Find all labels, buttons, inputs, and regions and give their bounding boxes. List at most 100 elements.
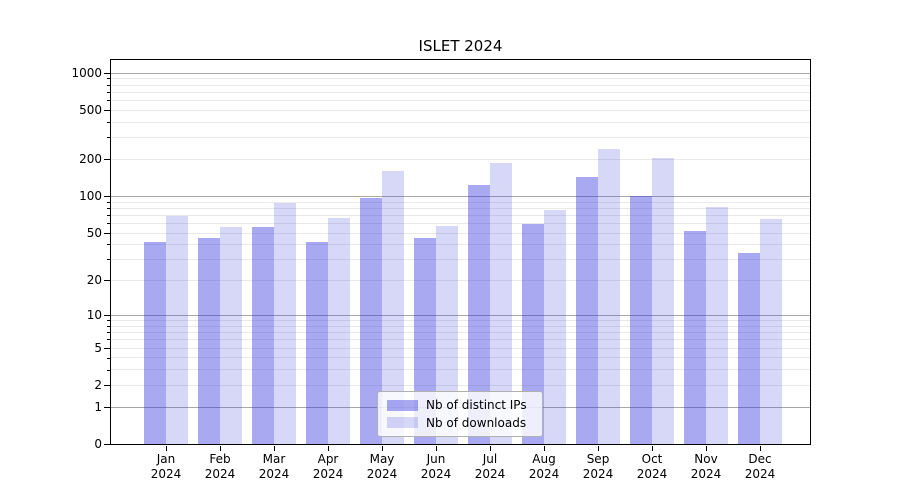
gridline-minor-3 xyxy=(111,369,810,371)
y-minor-tick-3 xyxy=(107,369,110,371)
bar-nb-of-downloads-may xyxy=(382,170,404,444)
bar-nb-of-distinct-ips-mar xyxy=(252,226,274,444)
gridline-minor-30 xyxy=(111,259,810,261)
y-tick-label-1: 1 xyxy=(94,399,102,414)
bar-nb-of-downloads-oct xyxy=(652,158,674,444)
plot-area: Nb of distinct IPs Nb of downloads xyxy=(110,59,811,445)
gridline-minor-5 xyxy=(111,347,810,349)
x-tick-label-jul: Jul 2024 xyxy=(474,452,506,481)
gridline-minor-600 xyxy=(111,100,810,102)
x-tick-jul xyxy=(490,446,491,451)
y-tick-200 xyxy=(104,158,110,160)
gridline-minor-2 xyxy=(111,384,810,386)
y-tick-label-500: 500 xyxy=(79,102,102,117)
x-tick-nov xyxy=(706,446,707,451)
bar-nb-of-downloads-apr xyxy=(328,218,350,444)
y-tick-0 xyxy=(104,444,110,445)
y-minor-tick-90 xyxy=(107,201,110,203)
legend-entry-downloads: Nb of downloads xyxy=(387,416,533,430)
y-tick-1000 xyxy=(104,72,110,74)
bar-nb-of-downloads-dec xyxy=(760,218,782,444)
x-tick-jan xyxy=(166,446,167,451)
x-tick-label-sep: Sep 2024 xyxy=(582,452,614,481)
y-tick-label-100: 100 xyxy=(79,188,102,203)
y-tick-label-2: 2 xyxy=(94,377,102,392)
bar-nb-of-distinct-ips-jan xyxy=(144,241,166,444)
gridline-major-100 xyxy=(111,195,810,197)
y-tick-label-20: 20 xyxy=(86,273,102,288)
y-minor-tick-900 xyxy=(107,78,110,80)
gridline-minor-9 xyxy=(111,320,810,322)
gridline-minor-40 xyxy=(111,244,810,246)
y-tick-label-0: 0 xyxy=(94,437,102,451)
x-tick-dec xyxy=(760,446,761,451)
x-tick-label-may: May 2024 xyxy=(366,452,398,481)
x-tick-oct xyxy=(652,446,653,451)
x-tick-may xyxy=(382,446,383,451)
x-tick-label-feb: Feb 2024 xyxy=(204,452,236,481)
x-tick-label-nov: Nov 2024 xyxy=(690,452,722,481)
x-tick-sep xyxy=(598,446,599,451)
x-tick-feb xyxy=(220,446,221,451)
bar-nb-of-downloads-jan xyxy=(166,215,188,444)
gridline-minor-6 xyxy=(111,339,810,341)
gridline-major-1000 xyxy=(111,72,810,74)
bar-nb-of-distinct-ips-sep xyxy=(576,176,598,444)
bar-nb-of-distinct-ips-may xyxy=(360,197,382,444)
legend-swatch-downloads xyxy=(387,417,418,429)
x-tick-apr xyxy=(328,446,329,451)
y-tick-500 xyxy=(104,109,110,111)
y-minor-tick-600 xyxy=(107,100,110,101)
gridline-minor-8 xyxy=(111,325,810,327)
y-minor-tick-700 xyxy=(107,91,110,93)
bar-nb-of-distinct-ips-jul xyxy=(468,184,490,444)
y-tick-label-10: 10 xyxy=(86,308,102,323)
y-minor-tick-60 xyxy=(107,223,110,224)
y-minor-tick-6 xyxy=(107,339,110,341)
y-minor-tick-8 xyxy=(107,325,110,327)
y-tick-label-200: 200 xyxy=(79,151,102,166)
bar-nb-of-downloads-jun xyxy=(436,225,458,444)
y-tick-label-1000: 1000 xyxy=(71,65,102,80)
bar-nb-of-distinct-ips-dec xyxy=(738,252,760,444)
bar-nb-of-downloads-nov xyxy=(706,207,728,444)
gridline-minor-300 xyxy=(111,137,810,139)
x-tick-mar xyxy=(274,446,275,451)
y-minor-tick-400 xyxy=(107,121,110,123)
bar-nb-of-downloads-sep xyxy=(598,149,620,444)
x-tick-aug xyxy=(544,446,545,451)
legend: Nb of distinct IPs Nb of downloads xyxy=(377,391,543,437)
x-tick-jun xyxy=(436,446,437,451)
x-tick-label-dec: Dec 2024 xyxy=(744,452,776,481)
x-tick-label-aug: Aug 2024 xyxy=(528,452,560,481)
gridline-minor-4 xyxy=(111,357,810,359)
gridline-minor-700 xyxy=(111,91,810,93)
gridline-minor-70 xyxy=(111,214,810,216)
gridline-minor-50 xyxy=(111,232,810,234)
gridline-minor-60 xyxy=(111,223,810,225)
bar-nb-of-distinct-ips-aug xyxy=(522,223,544,444)
y-tick-label-5: 5 xyxy=(94,340,102,355)
grid-layer xyxy=(111,60,810,444)
legend-label-distinct-ips: Nb of distinct IPs xyxy=(426,398,527,413)
y-tick-100 xyxy=(104,195,110,197)
y-tick-5 xyxy=(104,347,110,349)
bar-layer xyxy=(111,60,810,444)
legend-label-downloads: Nb of downloads xyxy=(426,415,527,430)
chart-title: ISLET 2024 xyxy=(418,37,503,55)
y-minor-tick-300 xyxy=(107,137,110,139)
y-minor-tick-4 xyxy=(107,357,110,359)
y-tick-50 xyxy=(104,232,110,234)
y-minor-tick-40 xyxy=(107,244,110,246)
bar-nb-of-distinct-ips-nov xyxy=(684,230,706,444)
gridline-minor-80 xyxy=(111,207,810,209)
gridline-minor-7 xyxy=(111,332,810,334)
bar-nb-of-downloads-jul xyxy=(490,162,512,444)
gridline-minor-800 xyxy=(111,84,810,86)
y-tick-10 xyxy=(104,315,110,317)
y-minor-tick-70 xyxy=(107,214,110,216)
bar-nb-of-distinct-ips-feb xyxy=(198,238,220,444)
legend-entry-distinct-ips: Nb of distinct IPs xyxy=(387,398,533,412)
y-minor-tick-800 xyxy=(107,84,110,86)
